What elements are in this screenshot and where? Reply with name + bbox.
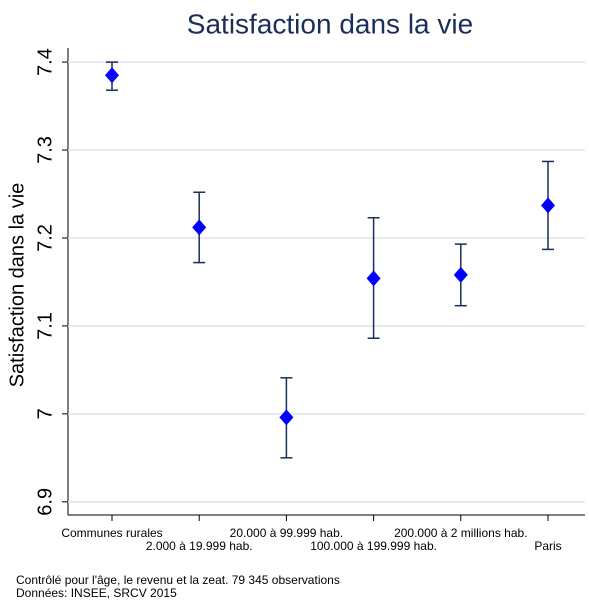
y-tick-label: 7.2 bbox=[34, 224, 56, 252]
y-tick-label: 7.3 bbox=[34, 136, 56, 164]
chart-title: Satisfaction dans la vie bbox=[187, 8, 473, 39]
y-tick-label: 7 bbox=[34, 408, 56, 419]
marker bbox=[192, 219, 207, 236]
marker bbox=[279, 409, 294, 426]
marker bbox=[453, 266, 468, 283]
marker bbox=[366, 270, 381, 287]
x-tick-label: 20.000 à 99.999 hab. bbox=[230, 526, 343, 540]
note: Contrôlé pour l'âge, le revenu et la zea… bbox=[16, 573, 340, 587]
x-tick-label: 100.000 à 199.999 hab. bbox=[310, 539, 437, 553]
y-tick-label: 7.4 bbox=[34, 48, 56, 76]
x-tick-label: 2.000 à 19.999 hab. bbox=[146, 539, 253, 553]
marker bbox=[105, 67, 119, 84]
marker bbox=[541, 197, 555, 214]
y-tick-label: 6.9 bbox=[34, 488, 56, 516]
y-axis-label: Satisfaction dans la vie bbox=[6, 183, 28, 388]
x-tick-label: Communes rurales bbox=[61, 526, 162, 540]
x-tick-label: Paris bbox=[534, 539, 561, 553]
note: Données: INSEE, SRCV 2015 bbox=[16, 586, 177, 600]
y-tick-label: 7.1 bbox=[34, 312, 56, 340]
x-tick-label: 200.000 à 2 millions hab. bbox=[394, 526, 527, 540]
